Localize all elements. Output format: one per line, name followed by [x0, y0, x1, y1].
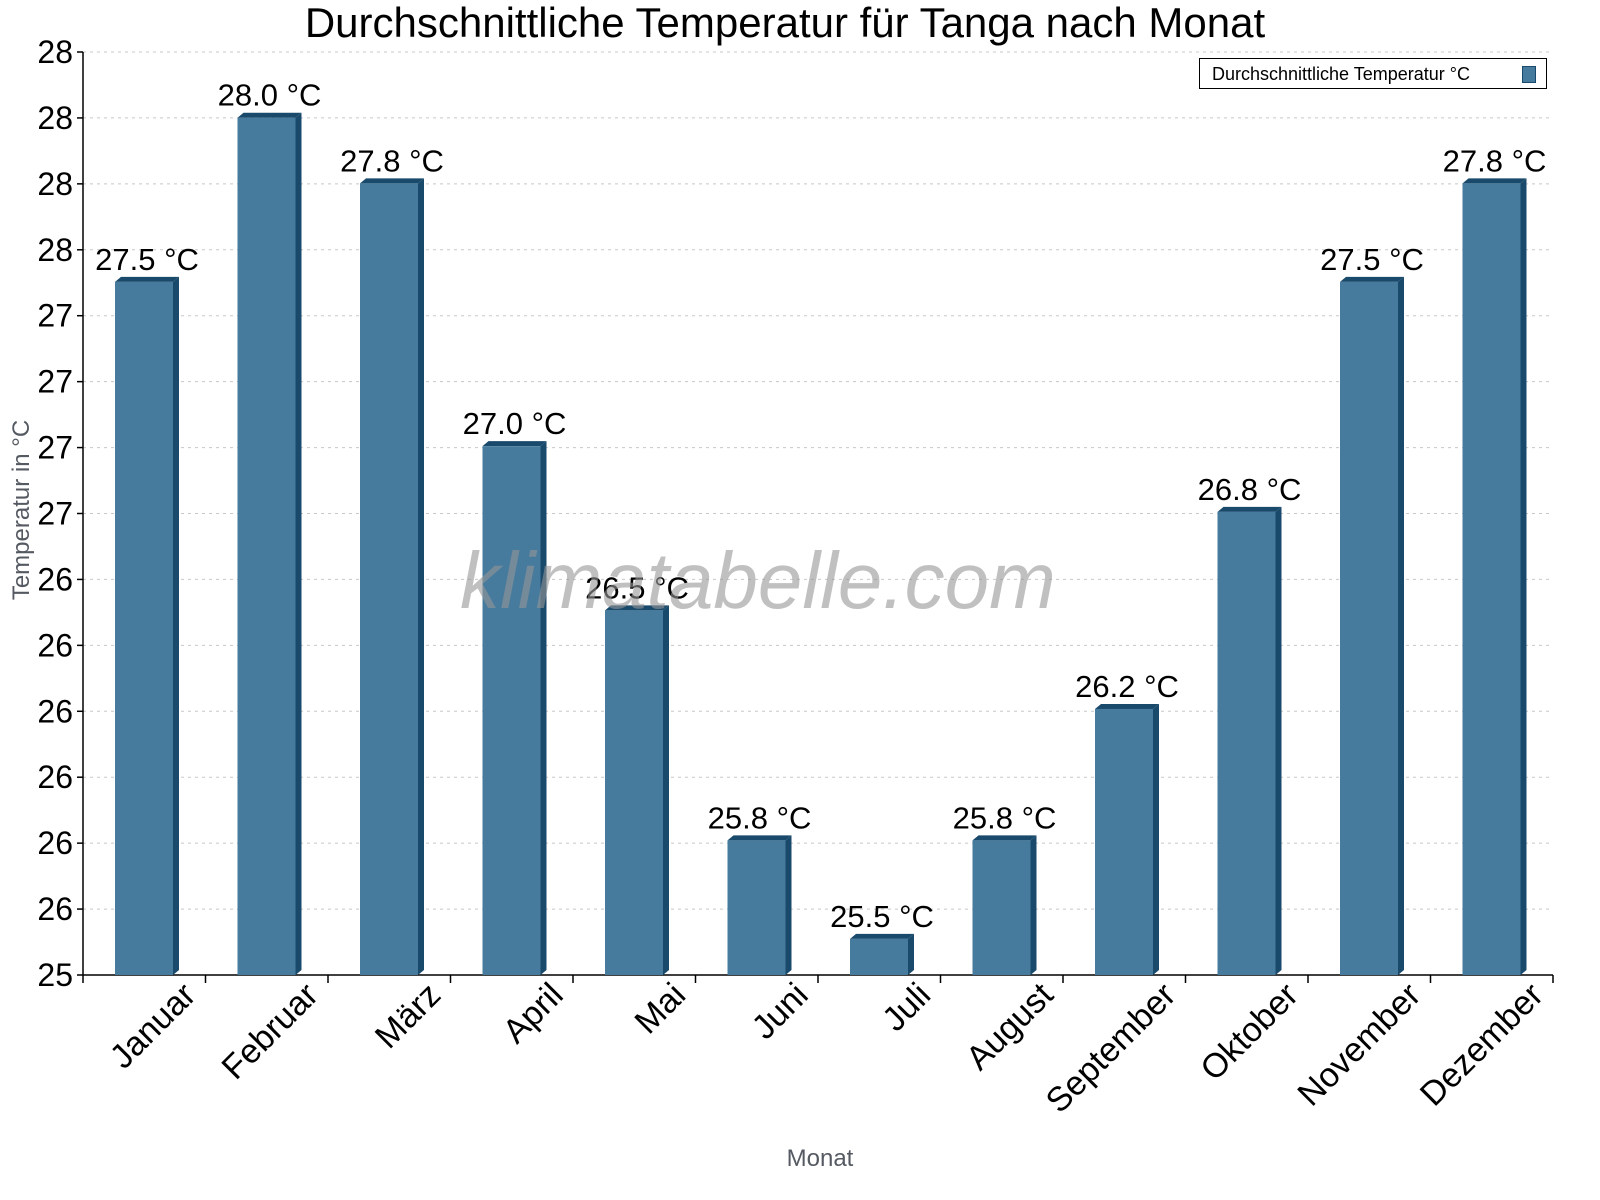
bar-side [908, 933, 914, 975]
x-tick-label: Juli [875, 976, 938, 1039]
bar [1462, 183, 1521, 976]
x-tick-label: Mai [628, 976, 694, 1042]
y-tick-label: 26 [37, 759, 73, 795]
bar-side [418, 178, 424, 976]
bar-side [785, 835, 792, 975]
y-tick-label: 25 [37, 957, 73, 993]
x-axis-label: Monat [786, 1145, 854, 1172]
y-tick-label: 26 [37, 627, 73, 663]
y-axis-label: Temperatur in °C [8, 419, 35, 601]
bar-top [850, 933, 914, 939]
x-tick-label: April [496, 976, 571, 1051]
legend-swatch [1522, 66, 1536, 83]
bar-side [1275, 506, 1282, 975]
bar-top [237, 112, 302, 118]
bar-side [173, 276, 179, 975]
bar [1217, 511, 1276, 975]
x-tick-label: September [1039, 976, 1183, 1120]
watermark: klimatabelle.com [460, 536, 1056, 625]
bar-side [663, 605, 669, 975]
bar [1340, 281, 1398, 975]
x-tick-label: Juni [745, 976, 816, 1047]
data-label: 26.8 °C [1198, 472, 1302, 507]
data-label: 27.0 °C [463, 406, 567, 441]
y-tick-label: 28 [37, 232, 73, 268]
bar [972, 840, 1031, 975]
data-label: 27.5 °C [1320, 242, 1424, 277]
y-tick-label: 27 [37, 496, 73, 532]
bar-side [540, 441, 547, 975]
chart-title: Durchschnittliche Temperatur für Tanga n… [304, 0, 1266, 46]
x-tick-label: Dezember [1413, 976, 1551, 1114]
y-tick-label: 26 [37, 561, 73, 597]
data-label: 28.0 °C [218, 78, 322, 113]
bar-top [1340, 276, 1404, 282]
data-label: 25.8 °C [953, 800, 1057, 835]
bar [237, 117, 296, 975]
y-tick-label: 28 [37, 166, 73, 202]
bar-side [1030, 835, 1037, 975]
x-tick-label: November [1290, 976, 1428, 1114]
x-tick-label: Januar [103, 976, 203, 1076]
data-label: 26.5 °C [585, 570, 689, 605]
bar [482, 446, 541, 975]
bar-top [1217, 506, 1282, 512]
y-tick-label: 28 [37, 34, 73, 70]
y-tick-label: 26 [37, 693, 73, 729]
legend-label: Durchschnittliche Temperatur °C [1212, 64, 1470, 84]
bar-top [1095, 703, 1159, 709]
bar-top [1462, 178, 1527, 184]
bar-top [115, 276, 179, 282]
bar-top [605, 605, 669, 611]
bar [1095, 708, 1153, 975]
data-label: 27.8 °C [340, 143, 444, 178]
bar-top [482, 441, 547, 447]
data-label: 27.8 °C [1443, 143, 1547, 178]
y-tick-label: 28 [37, 100, 73, 136]
y-tick-label: 26 [37, 891, 73, 927]
bar-top [360, 178, 424, 184]
data-label: 26.2 °C [1075, 669, 1179, 704]
x-tick-label: August [959, 975, 1061, 1077]
bar-side [1153, 703, 1159, 975]
x-tick-label: Oktober [1193, 976, 1305, 1088]
bar-top [727, 835, 792, 841]
x-tick-label: Februar [215, 976, 326, 1087]
bar [115, 281, 173, 975]
bar-side [1398, 276, 1404, 975]
y-tick-label: 27 [37, 364, 73, 400]
bar-top [972, 835, 1037, 841]
bar-side [1520, 178, 1527, 976]
y-tick-label: 27 [37, 298, 73, 334]
y-tick-label: 26 [37, 825, 73, 861]
data-label: 25.5 °C [830, 899, 934, 934]
data-label: 27.5 °C [95, 242, 199, 277]
bar [727, 840, 786, 975]
bar [605, 610, 663, 975]
data-label: 25.8 °C [708, 800, 812, 835]
bar-side [295, 112, 302, 975]
legend: Durchschnittliche Temperatur °C [1199, 58, 1547, 89]
bar [850, 938, 908, 975]
x-tick-label: März [368, 976, 448, 1056]
bar [360, 183, 418, 976]
y-tick-label: 27 [37, 430, 73, 466]
